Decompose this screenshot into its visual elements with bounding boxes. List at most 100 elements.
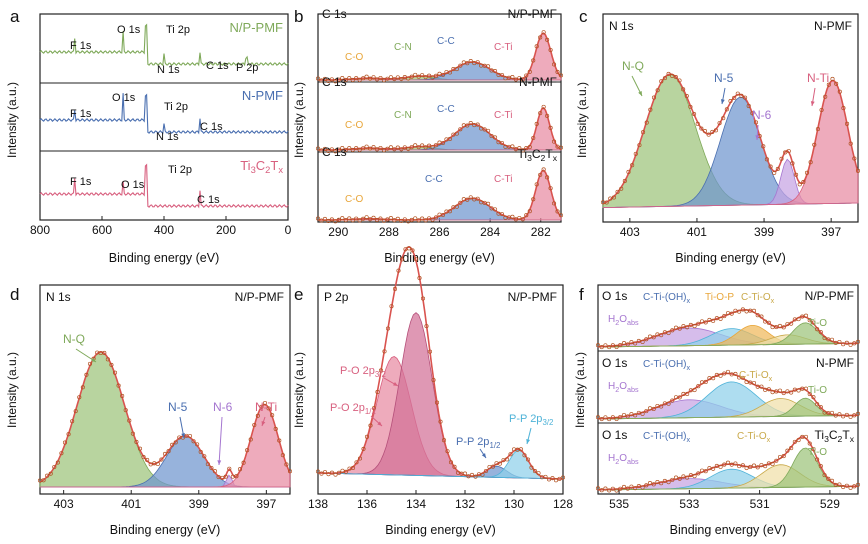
x-tick-label: 132 xyxy=(455,497,475,511)
o1s-raw-data-point xyxy=(599,488,604,493)
y-axis-label: Intensity (a.u.) xyxy=(292,82,306,158)
c1s-raw-data-point xyxy=(468,121,473,126)
n1s-c-raw-data-point xyxy=(688,104,693,109)
x-axis-label: Binding energy (eV) xyxy=(110,523,220,537)
peak-arrow-head xyxy=(393,382,398,386)
n1s-d-raw-data-point xyxy=(259,404,264,409)
o1s-raw-data-point xyxy=(826,476,831,481)
p2p-e-raw-data-point xyxy=(483,468,489,474)
c1s-raw-data-point xyxy=(343,218,348,223)
o1s-raw-data-point xyxy=(818,405,823,410)
o1s-raw-data-point xyxy=(707,317,712,322)
peak-label: C-O xyxy=(345,120,364,131)
p2p-e-raw-data-point xyxy=(396,268,401,273)
peak-label: O 1s xyxy=(117,24,141,36)
series-name: N/P-PMF xyxy=(230,20,284,35)
n1s-c-raw-data-point xyxy=(790,161,795,166)
n1s-c-raw-data-point xyxy=(659,79,664,84)
c1s-raw-data-point xyxy=(395,145,400,150)
c1s-raw-data-point xyxy=(388,145,393,150)
peak-label: N-Q xyxy=(63,332,85,346)
n1s-d-raw-data-point xyxy=(62,440,68,445)
o1s-raw-data-point xyxy=(629,340,634,345)
c1s-raw-data-point xyxy=(364,144,369,149)
p2p-e-raw-data-point xyxy=(361,446,366,451)
c1s-raw-data-point xyxy=(315,216,321,221)
n1s-c-raw-data-point xyxy=(662,76,667,81)
y-axis-label: Intensity (a.u.) xyxy=(292,352,306,428)
p2p-e-raw-data-point xyxy=(497,461,503,466)
c1s-raw-data-point xyxy=(392,147,397,152)
c1s-raw-data-point xyxy=(333,79,338,84)
p2p-e-raw-data-point xyxy=(445,449,450,454)
c1s-raw-data-point xyxy=(430,217,435,222)
panel-letter: b xyxy=(294,7,303,26)
c1s-raw-data-point xyxy=(447,209,452,214)
c1s-raw-data-point xyxy=(486,64,491,69)
n1s-d-raw-data-point xyxy=(252,422,257,428)
o1s-raw-data-point xyxy=(618,414,623,420)
c1s-raw-data-point xyxy=(454,67,459,72)
c1s-raw-data-point xyxy=(409,74,414,79)
o1s-raw-data-point xyxy=(711,466,716,471)
peak-label: P 2p xyxy=(236,62,258,74)
o1s-raw-data-point xyxy=(829,337,835,342)
o1s-raw-data-point xyxy=(815,402,820,407)
c1s-raw-data-point xyxy=(378,75,383,81)
o1s-raw-data-point xyxy=(625,486,630,491)
n1s-d-raw-data-point xyxy=(162,451,168,457)
n1s-d-raw-data-point xyxy=(202,454,207,459)
p2p-e-raw-data-point xyxy=(452,464,457,469)
o1s-raw-data-point xyxy=(729,372,734,377)
o1s-raw-data-point xyxy=(822,410,827,415)
c1s-raw-data-point xyxy=(385,146,390,151)
n1s-d-raw-data-point xyxy=(145,457,150,463)
o1s-raw-data-point xyxy=(659,333,664,338)
c1s-raw-data-point xyxy=(458,63,463,68)
c1s-raw-data-point xyxy=(440,72,446,77)
c1s-raw-data-point xyxy=(406,146,411,152)
n1s-d-raw-data-point xyxy=(84,372,89,377)
peak-label: N 1s xyxy=(157,64,180,76)
peak-label: C-Ti xyxy=(494,174,513,185)
o1s-raw-data-point xyxy=(796,388,801,393)
n1s-c-raw-data-point xyxy=(721,116,726,121)
o1s-raw-data-point xyxy=(766,387,771,392)
c1s-raw-data-point xyxy=(347,216,352,221)
c1s-raw-data-point xyxy=(322,216,327,222)
n1s-c-raw-data-point xyxy=(684,94,689,99)
n1s-c-raw-data-point xyxy=(717,121,722,126)
o1s-raw-data-point xyxy=(852,484,857,489)
o1s-raw-data-point xyxy=(666,330,671,336)
n1s-c-raw-data-point xyxy=(761,144,766,149)
o1s-raw-data-point xyxy=(651,482,656,487)
o1s-raw-data-point xyxy=(662,330,667,335)
c1s-raw-data-point xyxy=(510,75,515,80)
o1s-raw-data-point xyxy=(733,371,738,376)
c1s-raw-data-point xyxy=(520,148,525,153)
o1s-raw-data-point xyxy=(647,481,653,486)
o1s-raw-data-point xyxy=(629,484,634,489)
p2p-e-raw-data-point xyxy=(368,423,373,428)
o1s-raw-data-point xyxy=(718,464,723,469)
peak-label: Ti 2p xyxy=(164,101,188,113)
n1s-d-raw-data-point xyxy=(55,460,60,465)
c1s-raw-data-point xyxy=(552,139,557,144)
o1s-raw-data-point xyxy=(770,461,775,467)
n1s-d-raw-data-point xyxy=(227,466,232,471)
n1s-c-raw-data-point xyxy=(702,129,708,134)
x-tick-label: 529 xyxy=(820,497,840,511)
o1s-raw-data-point xyxy=(621,412,627,418)
c1s-raw-data-point xyxy=(433,215,439,220)
c1s-raw-data-point xyxy=(406,76,411,81)
c1s-raw-data-point xyxy=(374,77,380,82)
n1s-d-raw-data-point xyxy=(198,449,203,454)
x-tick-label: 800 xyxy=(30,223,50,237)
n1s-c-raw-data-point xyxy=(681,87,686,92)
c1s-raw-data-point xyxy=(395,216,400,221)
o1s-raw-data-point xyxy=(647,334,653,339)
c1s-raw-data-point xyxy=(458,127,463,132)
peak-label: C-Ti xyxy=(494,42,513,53)
n1s-c-raw-data-point xyxy=(630,163,635,168)
